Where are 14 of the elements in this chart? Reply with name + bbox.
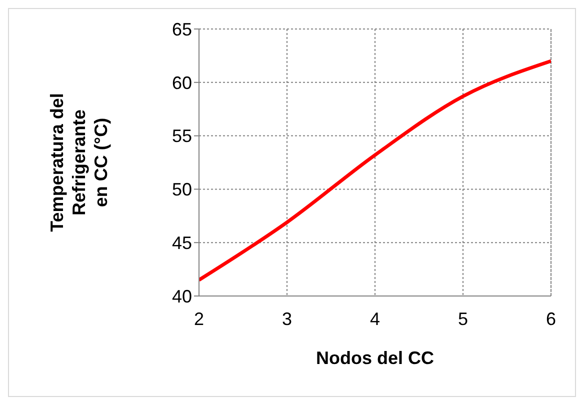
y-tick-label: 60 — [172, 72, 192, 93]
x-axis-title: Nodos del CC — [316, 348, 434, 368]
y-axis-title: Temperatura del Refrigerante en CC (°C) — [47, 93, 111, 232]
y-tick-label: 65 — [172, 19, 192, 40]
x-tick-label: 5 — [458, 308, 468, 329]
x-tick-label: 6 — [546, 308, 556, 329]
y-tick-label: 50 — [172, 180, 192, 200]
y-tick-label: 40 — [172, 286, 192, 306]
x-tick-label: 3 — [282, 308, 292, 329]
y-tick-label: 55 — [172, 126, 192, 146]
y-tick-label: 45 — [172, 232, 192, 253]
line-series — [199, 59, 551, 282]
x-tick-label: 2 — [194, 308, 204, 329]
x-tick-label: 4 — [370, 308, 380, 329]
